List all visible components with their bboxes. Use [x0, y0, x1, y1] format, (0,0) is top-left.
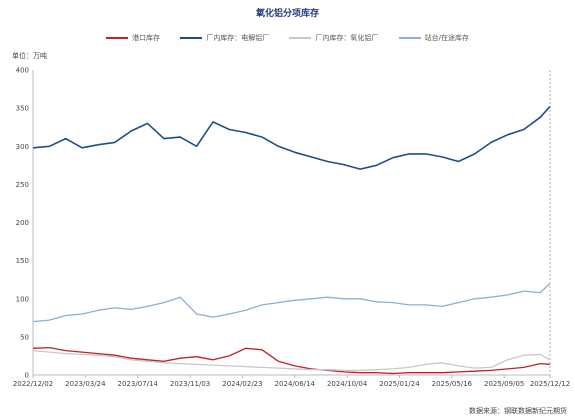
- x-tick-label: 2023/11/03: [170, 380, 210, 388]
- legend-swatch-port: [105, 37, 128, 39]
- legend-item-alumina-plant: 厂内库存：氧化铝厂: [289, 33, 378, 43]
- source-note: 数据来源：钢联数据新纪元期货: [469, 407, 567, 415]
- x-tick-label: 2023/03/24: [65, 380, 106, 388]
- legend-label-transit: 站台/在途库存: [424, 34, 470, 42]
- y-tick-label: 350: [16, 105, 29, 113]
- y-tick-label: 50: [20, 333, 29, 341]
- legend: 港口库存 厂内库存：电解铝厂 厂内库存：氧化铝厂 站台/在途库存: [0, 33, 575, 43]
- legend-label-port: 港口库存: [131, 34, 160, 42]
- x-tick-label: 2024/10/04: [327, 380, 368, 388]
- x-tick-label: 2025/01/24: [379, 380, 420, 388]
- x-tick-label: 2025/12/12: [530, 380, 570, 388]
- legend-label-smelter: 厂内库存：电解铝厂: [206, 34, 270, 42]
- x-tick-label: 2024/06/14: [275, 380, 316, 388]
- legend-swatch-smelter: [180, 37, 203, 39]
- series-line-0: [32, 346, 551, 375]
- y-axis-unit: 单位：万吨: [12, 52, 47, 60]
- y-tick-label: 400: [16, 67, 29, 75]
- y-tick-label: 300: [16, 143, 29, 151]
- series-group: [32, 106, 551, 375]
- legend-item-transit: 站台/在途库存: [398, 33, 470, 43]
- y-tick-label: 100: [16, 295, 29, 303]
- series-line-3: [32, 283, 551, 323]
- x-tick-label: 2025/09/05: [484, 380, 524, 388]
- legend-item-smelter: 厂内库存：电解铝厂: [180, 33, 269, 43]
- series-line-1: [32, 106, 551, 170]
- x-tick-label: 2023/07/14: [118, 380, 159, 388]
- x-tick-label: 2022/12/02: [13, 380, 53, 388]
- y-tick-label: 150: [16, 257, 29, 265]
- y-tick-label: 250: [16, 181, 29, 189]
- legend-swatch-alumina-plant: [289, 37, 312, 39]
- legend-item-port: 港口库存: [105, 33, 160, 43]
- legend-swatch-transit: [398, 37, 421, 39]
- axes: 0 50 100 150 200 250 300 350 400 2022/12/02 2023/0…: [13, 67, 570, 389]
- legend-label-alumina-plant: 厂内库存：氧化铝厂: [315, 34, 379, 42]
- x-tick-label: 2025/05/16: [432, 380, 473, 388]
- series-line-2: [32, 349, 551, 372]
- y-tick-label: 0: [25, 372, 29, 380]
- y-tick-label: 200: [16, 219, 29, 227]
- x-tick-label: 2024/02/23: [222, 380, 262, 388]
- chart-title: 氧化铝分项库存: [255, 9, 319, 19]
